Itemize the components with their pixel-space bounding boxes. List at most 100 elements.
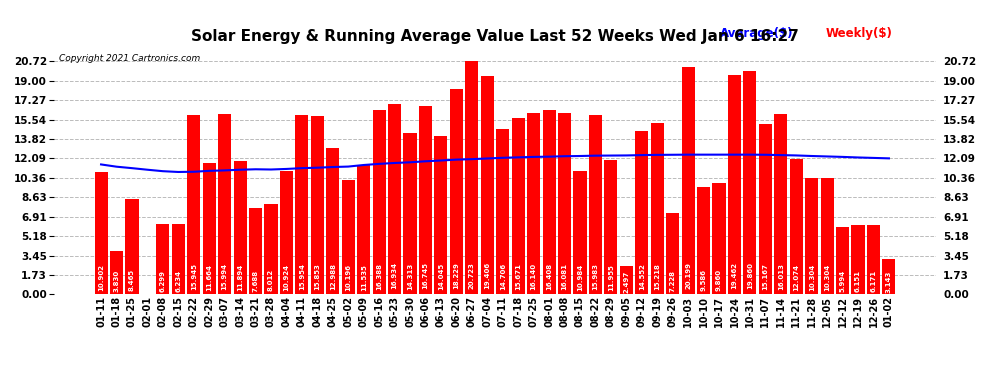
Text: 6.234: 6.234 [175, 270, 181, 292]
Bar [589, 115, 602, 294]
Bar [496, 129, 509, 294]
Text: 2.497: 2.497 [624, 270, 630, 293]
Text: 8.012: 8.012 [268, 269, 274, 291]
Text: 9.860: 9.860 [716, 269, 722, 291]
Text: 19.406: 19.406 [484, 262, 490, 289]
Bar [790, 159, 803, 294]
Bar [713, 183, 726, 294]
Bar [311, 116, 324, 294]
Bar [481, 76, 494, 294]
Text: 18.229: 18.229 [453, 262, 459, 289]
Text: 8.465: 8.465 [129, 269, 135, 291]
Bar [404, 134, 417, 294]
Text: 11.894: 11.894 [237, 263, 244, 291]
Bar [203, 163, 216, 294]
Text: 15.853: 15.853 [315, 263, 321, 290]
Text: 10.304: 10.304 [809, 264, 815, 291]
Bar [867, 225, 880, 294]
Text: 20.199: 20.199 [685, 262, 691, 289]
Bar [666, 213, 679, 294]
Text: 10.984: 10.984 [577, 264, 583, 291]
Text: 15.945: 15.945 [191, 262, 197, 290]
Bar [110, 251, 123, 294]
Text: 6.151: 6.151 [855, 270, 861, 292]
Bar [388, 104, 401, 294]
Text: 3.143: 3.143 [886, 270, 892, 292]
Bar [449, 89, 463, 294]
Bar [465, 61, 478, 294]
Bar [295, 115, 309, 294]
Text: 19.860: 19.860 [746, 262, 753, 289]
Text: 16.388: 16.388 [376, 262, 382, 290]
Text: 14.045: 14.045 [438, 263, 444, 290]
Text: 10.902: 10.902 [98, 264, 104, 291]
Text: 16.013: 16.013 [778, 262, 784, 290]
Bar [558, 114, 571, 294]
Bar [342, 180, 354, 294]
Text: 16.934: 16.934 [392, 262, 398, 290]
Bar [419, 106, 432, 294]
Bar [851, 225, 864, 294]
Bar [357, 165, 370, 294]
Bar [681, 67, 695, 294]
Bar [728, 75, 742, 294]
Bar [218, 114, 232, 294]
Text: 14.552: 14.552 [639, 263, 644, 290]
Bar [758, 124, 772, 294]
Bar [512, 118, 525, 294]
Text: Copyright 2021 Cartronics.com: Copyright 2021 Cartronics.com [58, 54, 200, 63]
Text: 11.535: 11.535 [360, 264, 366, 291]
Text: 16.081: 16.081 [561, 262, 567, 290]
Text: 16.408: 16.408 [546, 262, 552, 290]
Text: 16.140: 16.140 [531, 262, 537, 290]
Text: 7.228: 7.228 [669, 270, 675, 292]
Text: 6.171: 6.171 [870, 270, 876, 292]
Bar [527, 113, 541, 294]
Text: 12.074: 12.074 [793, 263, 799, 291]
Bar [248, 208, 262, 294]
Bar [280, 171, 293, 294]
Bar [327, 148, 340, 294]
Bar [234, 160, 247, 294]
Text: 3.830: 3.830 [114, 270, 120, 292]
Bar [264, 204, 277, 294]
Bar [774, 114, 787, 294]
Text: 14.706: 14.706 [500, 263, 506, 290]
Bar [604, 160, 618, 294]
Bar [636, 130, 648, 294]
Text: 10.196: 10.196 [346, 264, 351, 291]
Text: 19.462: 19.462 [732, 262, 738, 289]
Bar [697, 186, 710, 294]
Bar [805, 178, 819, 294]
Bar [573, 171, 586, 294]
Bar [620, 266, 633, 294]
Text: 7.688: 7.688 [252, 269, 258, 291]
Bar [435, 136, 447, 294]
Text: 5.994: 5.994 [840, 270, 845, 292]
Text: 12.988: 12.988 [330, 263, 336, 290]
Text: 20.723: 20.723 [469, 262, 475, 289]
Text: 10.304: 10.304 [824, 264, 831, 291]
Text: 10.924: 10.924 [283, 264, 289, 291]
Text: 11.955: 11.955 [608, 264, 614, 291]
Bar [650, 123, 663, 294]
Text: Average($): Average($) [720, 27, 793, 40]
Bar [126, 199, 139, 294]
Text: 15.218: 15.218 [654, 263, 660, 290]
Bar [543, 110, 555, 294]
Bar [156, 224, 169, 294]
Text: 6.299: 6.299 [159, 270, 166, 292]
Bar [372, 110, 386, 294]
Bar [171, 224, 185, 294]
Text: Weekly($): Weekly($) [826, 27, 892, 40]
Text: 14.313: 14.313 [407, 263, 413, 290]
Text: 15.994: 15.994 [222, 262, 228, 290]
Text: 15.167: 15.167 [762, 263, 768, 290]
Bar [187, 115, 200, 294]
Bar [821, 178, 834, 294]
Bar [743, 71, 756, 294]
Text: 16.745: 16.745 [423, 262, 429, 290]
Bar [836, 227, 849, 294]
Text: 15.954: 15.954 [299, 262, 305, 290]
Text: 15.671: 15.671 [515, 263, 521, 290]
